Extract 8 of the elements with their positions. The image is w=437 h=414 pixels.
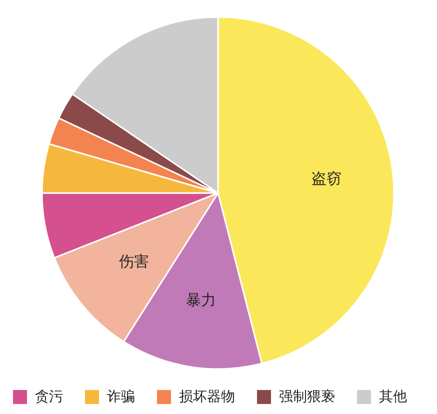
legend-label: 贪污 (35, 388, 63, 405)
legend-label: 其他 (379, 388, 407, 405)
slice-label: 伤害 (118, 252, 149, 271)
legend-label: 诈骗 (107, 388, 135, 405)
legend-label: 强制猥亵 (279, 388, 335, 405)
slice-label: 盗窃 (311, 169, 342, 188)
slice-label: 暴力 (186, 290, 216, 309)
legend-label: 损坏器物 (179, 388, 235, 405)
